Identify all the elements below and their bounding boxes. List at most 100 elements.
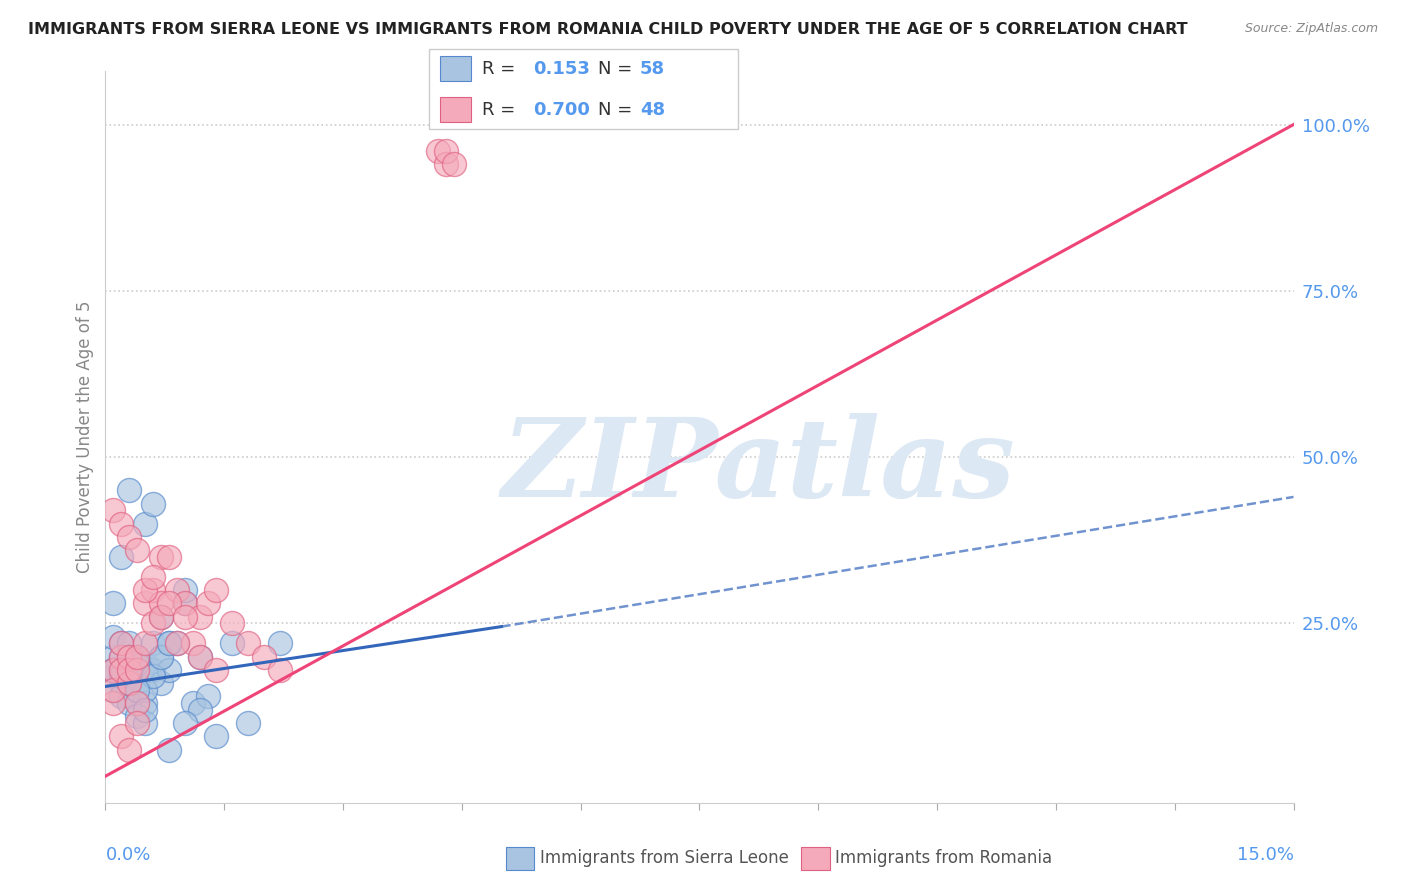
Point — [181, 696, 204, 710]
Point — [118, 530, 141, 544]
Point — [205, 663, 228, 677]
Point — [173, 609, 195, 624]
Point — [127, 682, 149, 697]
Point — [134, 716, 156, 731]
Point — [142, 582, 165, 597]
Text: 48: 48 — [640, 101, 665, 119]
Point — [149, 676, 172, 690]
Point — [142, 669, 165, 683]
Point — [142, 663, 165, 677]
Point — [118, 649, 141, 664]
Point — [110, 636, 132, 650]
Text: Immigrants from Sierra Leone: Immigrants from Sierra Leone — [540, 849, 789, 867]
Point — [134, 696, 156, 710]
Point — [103, 596, 125, 610]
Point — [157, 663, 180, 677]
Point — [103, 663, 125, 677]
Point — [149, 609, 172, 624]
Point — [110, 669, 132, 683]
Point — [103, 682, 125, 697]
Point — [110, 690, 132, 704]
Point — [157, 742, 180, 756]
Text: Immigrants from Romania: Immigrants from Romania — [835, 849, 1052, 867]
Point — [118, 690, 141, 704]
Text: 0.700: 0.700 — [533, 101, 589, 119]
Point — [166, 636, 188, 650]
Text: R =: R = — [482, 60, 522, 78]
Point — [103, 663, 125, 677]
Point — [190, 703, 212, 717]
Point — [149, 649, 172, 664]
Point — [118, 669, 141, 683]
Point — [142, 616, 165, 631]
Point — [173, 582, 195, 597]
Point — [197, 596, 219, 610]
Point — [103, 649, 125, 664]
Point — [134, 636, 156, 650]
Point — [269, 663, 291, 677]
Point — [149, 596, 172, 610]
Text: 0.0%: 0.0% — [105, 846, 150, 864]
Point — [149, 609, 172, 624]
Point — [434, 157, 457, 171]
Point — [127, 656, 149, 670]
Point — [205, 582, 228, 597]
Point — [269, 636, 291, 650]
Point — [118, 649, 141, 664]
Point — [134, 703, 156, 717]
Text: Source: ZipAtlas.com: Source: ZipAtlas.com — [1244, 22, 1378, 36]
Point — [236, 636, 259, 650]
Point — [173, 596, 195, 610]
Point — [127, 663, 149, 677]
Point — [118, 636, 141, 650]
Point — [118, 742, 141, 756]
Point — [110, 649, 132, 664]
Point — [197, 690, 219, 704]
Point — [221, 636, 243, 650]
Point — [205, 729, 228, 743]
Point — [110, 636, 132, 650]
Point — [103, 663, 125, 677]
Text: 15.0%: 15.0% — [1236, 846, 1294, 864]
Point — [157, 636, 180, 650]
Point — [127, 696, 149, 710]
Point — [190, 649, 212, 664]
Point — [110, 549, 132, 564]
Point — [127, 676, 149, 690]
Y-axis label: Child Poverty Under the Age of 5: Child Poverty Under the Age of 5 — [76, 301, 94, 574]
Point — [173, 596, 195, 610]
Point — [110, 676, 132, 690]
Point — [134, 682, 156, 697]
Point — [103, 682, 125, 697]
Point — [190, 649, 212, 664]
Point — [134, 582, 156, 597]
Point — [118, 676, 141, 690]
Point — [127, 649, 149, 664]
Point — [142, 497, 165, 511]
Point — [166, 582, 188, 597]
Point — [134, 596, 156, 610]
Point — [157, 596, 180, 610]
Point — [190, 609, 212, 624]
Point — [118, 676, 141, 690]
Point — [110, 516, 132, 531]
Text: N =: N = — [598, 101, 637, 119]
Point — [110, 729, 132, 743]
Point — [118, 696, 141, 710]
Point — [127, 649, 149, 664]
Point — [253, 649, 276, 664]
Point — [127, 543, 149, 558]
Point — [103, 696, 125, 710]
Point — [149, 649, 172, 664]
Point — [134, 516, 156, 531]
Point — [236, 716, 259, 731]
Point — [166, 636, 188, 650]
Point — [127, 716, 149, 731]
Point — [142, 570, 165, 584]
Point — [221, 616, 243, 631]
Point — [110, 663, 132, 677]
Point — [103, 630, 125, 644]
Point — [118, 663, 141, 677]
Point — [110, 649, 132, 664]
Text: IMMIGRANTS FROM SIERRA LEONE VS IMMIGRANTS FROM ROMANIA CHILD POVERTY UNDER THE : IMMIGRANTS FROM SIERRA LEONE VS IMMIGRAN… — [28, 22, 1188, 37]
